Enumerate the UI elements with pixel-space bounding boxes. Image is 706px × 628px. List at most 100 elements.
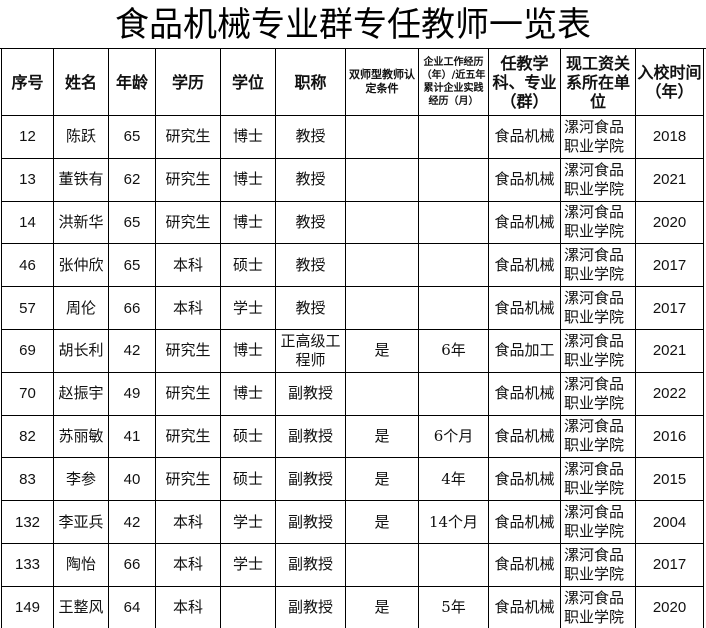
cell-title[interactable]: 教授 [275,200,346,245]
cell-entry-year[interactable]: 2016 [635,414,704,459]
cell-employer[interactable]: 漯河食品职业学院 [560,157,636,202]
cell-employer[interactable]: 漯河食品职业学院 [560,414,636,459]
cell-name[interactable]: 张仲欣 [53,243,109,288]
cell-name[interactable]: 李参 [53,457,109,502]
cell-education[interactable]: 研究生 [155,157,221,202]
cell-dual-teacher[interactable] [345,371,419,416]
cell-dual-teacher[interactable]: 是 [345,585,419,628]
cell-education[interactable]: 研究生 [155,371,221,416]
cell-seq[interactable]: 12 [1,115,54,159]
cell-employer[interactable]: 漯河食品职业学院 [560,328,636,373]
cell-employer[interactable]: 漯河食品职业学院 [560,286,636,330]
cell-dual-teacher[interactable] [345,200,419,245]
cell-employer[interactable]: 漯河食品职业学院 [560,115,636,159]
cell-enterprise-experience[interactable] [418,157,489,202]
cell-subject[interactable]: 食品机械 [488,414,561,459]
cell-dual-teacher[interactable]: 是 [345,500,419,544]
cell-title[interactable]: 副教授 [275,500,346,544]
cell-education[interactable]: 本科 [155,500,221,544]
cell-entry-year[interactable]: 2017 [635,542,704,587]
cell-age[interactable]: 40 [108,457,156,502]
cell-name[interactable]: 陶怡 [53,542,109,587]
cell-enterprise-experience[interactable]: 6年 [418,328,489,373]
cell-education[interactable]: 研究生 [155,115,221,159]
cell-seq[interactable]: 82 [1,414,54,459]
cell-entry-year[interactable]: 2020 [635,585,704,628]
cell-enterprise-experience[interactable] [418,286,489,330]
cell-education[interactable]: 本科 [155,542,221,587]
cell-subject[interactable]: 食品机械 [488,371,561,416]
cell-degree[interactable]: 博士 [220,115,276,159]
cell-dual-teacher[interactable]: 是 [345,457,419,502]
cell-education[interactable]: 研究生 [155,200,221,245]
cell-employer[interactable]: 漯河食品职业学院 [560,243,636,288]
cell-enterprise-experience[interactable]: 4年 [418,457,489,502]
cell-degree[interactable]: 学士 [220,286,276,330]
cell-enterprise-experience[interactable]: 14个月 [418,500,489,544]
cell-subject[interactable]: 食品机械 [488,157,561,202]
cell-seq[interactable]: 13 [1,157,54,202]
cell-age[interactable]: 62 [108,157,156,202]
cell-name[interactable]: 陈跃 [53,115,109,159]
cell-subject[interactable]: 食品机械 [488,115,561,159]
cell-title[interactable]: 副教授 [275,414,346,459]
cell-education[interactable]: 本科 [155,286,221,330]
cell-enterprise-experience[interactable] [418,371,489,416]
cell-education[interactable]: 本科 [155,243,221,288]
cell-age[interactable]: 66 [108,286,156,330]
cell-entry-year[interactable]: 2021 [635,157,704,202]
cell-degree[interactable]: 博士 [220,328,276,373]
cell-entry-year[interactable]: 2018 [635,115,704,159]
cell-entry-year[interactable]: 2015 [635,457,704,502]
cell-enterprise-experience[interactable] [418,542,489,587]
cell-seq[interactable]: 14 [1,200,54,245]
cell-enterprise-experience[interactable] [418,243,489,288]
cell-age[interactable]: 42 [108,328,156,373]
cell-dual-teacher[interactable] [345,115,419,159]
cell-education[interactable]: 研究生 [155,457,221,502]
cell-seq[interactable]: 69 [1,328,54,373]
cell-degree[interactable]: 学士 [220,500,276,544]
cell-age[interactable]: 65 [108,200,156,245]
cell-title[interactable]: 副教授 [275,585,346,628]
cell-entry-year[interactable]: 2020 [635,200,704,245]
cell-title[interactable]: 教授 [275,243,346,288]
cell-dual-teacher[interactable] [345,286,419,330]
cell-employer[interactable]: 漯河食品职业学院 [560,457,636,502]
cell-name[interactable]: 王整风 [53,585,109,628]
cell-education[interactable]: 研究生 [155,328,221,373]
cell-entry-year[interactable]: 2022 [635,371,704,416]
cell-dual-teacher[interactable] [345,542,419,587]
cell-degree[interactable]: 学士 [220,542,276,587]
cell-degree[interactable]: 博士 [220,371,276,416]
cell-enterprise-experience[interactable] [418,200,489,245]
cell-title[interactable]: 教授 [275,157,346,202]
cell-seq[interactable]: 57 [1,286,54,330]
cell-seq[interactable]: 70 [1,371,54,416]
cell-title[interactable]: 正高级工程师 [275,328,346,373]
cell-degree[interactable]: 博士 [220,200,276,245]
cell-degree[interactable]: 硕士 [220,457,276,502]
cell-degree[interactable]: 硕士 [220,414,276,459]
cell-seq[interactable]: 83 [1,457,54,502]
cell-subject[interactable]: 食品加工 [488,328,561,373]
cell-subject[interactable]: 食品机械 [488,243,561,288]
cell-name[interactable]: 洪新华 [53,200,109,245]
cell-education[interactable]: 本科 [155,585,221,628]
cell-entry-year[interactable]: 2017 [635,286,704,330]
cell-subject[interactable]: 食品机械 [488,286,561,330]
cell-title[interactable]: 副教授 [275,542,346,587]
cell-employer[interactable]: 漯河食品职业学院 [560,371,636,416]
cell-entry-year[interactable]: 2017 [635,243,704,288]
cell-employer[interactable]: 漯河食品职业学院 [560,200,636,245]
cell-subject[interactable]: 食品机械 [488,542,561,587]
cell-enterprise-experience[interactable] [418,115,489,159]
cell-dual-teacher[interactable]: 是 [345,414,419,459]
cell-employer[interactable]: 漯河食品职业学院 [560,585,636,628]
cell-subject[interactable]: 食品机械 [488,457,561,502]
cell-title[interactable]: 教授 [275,286,346,330]
cell-enterprise-experience[interactable]: 6个月 [418,414,489,459]
cell-employer[interactable]: 漯河食品职业学院 [560,500,636,544]
cell-age[interactable]: 41 [108,414,156,459]
cell-name[interactable]: 赵振宇 [53,371,109,416]
